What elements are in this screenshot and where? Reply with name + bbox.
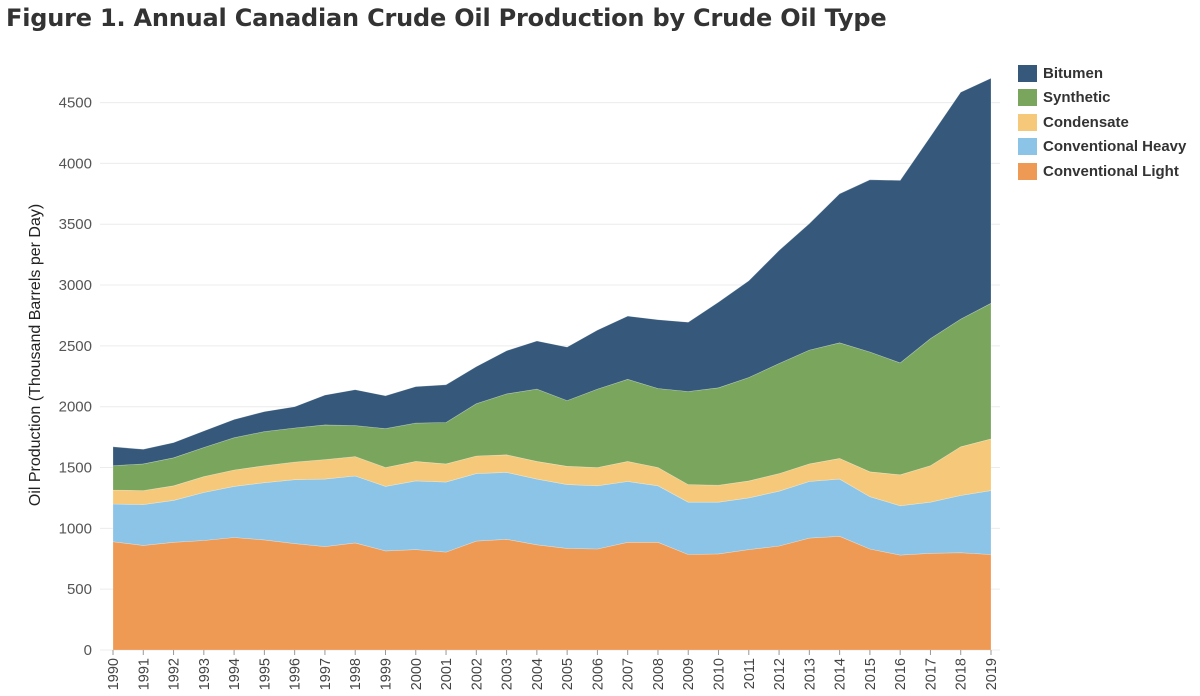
- x-tick-label: 1991: [136, 658, 152, 690]
- legend-item-bitumen: Bitumen: [1018, 61, 1186, 86]
- x-tick-label: 1993: [197, 658, 213, 690]
- legend-swatch: [1018, 162, 1037, 180]
- x-tick-label: 2019: [984, 658, 1000, 690]
- x-tick-label: 2004: [530, 658, 546, 690]
- y-tick-label: 2500: [59, 338, 92, 355]
- legend-swatch: [1018, 64, 1037, 82]
- stacked-areas: [112, 77, 992, 651]
- x-tick-label: 2008: [651, 658, 667, 690]
- legend: Bitumen Synthetic Condensate Conventional H…: [1018, 61, 1186, 184]
- x-tick-label: 1998: [348, 658, 364, 690]
- x-tick-label: 2002: [469, 658, 485, 690]
- legend-label: Condensate: [1043, 113, 1129, 131]
- legend-label: Conventional Light: [1043, 162, 1179, 180]
- y-axis-label: Oil Production (Thousand Barrels per Day…: [27, 204, 44, 506]
- x-axis-ticks: 1990 1991 1992 1993 1994 1995 1996 1997 1998 1999…: [106, 650, 1000, 690]
- legend-label: Bitumen: [1043, 64, 1103, 82]
- legend-label: Synthetic: [1043, 89, 1111, 107]
- legend-item-synthetic: Synthetic: [1018, 86, 1186, 111]
- x-tick-label: 1999: [378, 658, 394, 690]
- x-tick-label: 2007: [621, 658, 637, 690]
- x-tick-label: 2018: [954, 658, 970, 690]
- y-tick-label: 3500: [59, 216, 92, 233]
- y-tick-label: 1000: [59, 520, 92, 537]
- y-tick-label: 3000: [59, 277, 92, 294]
- x-tick-label: 2013: [802, 658, 818, 690]
- x-tick-label: 1992: [167, 658, 183, 690]
- x-tick-label: 2009: [681, 658, 697, 690]
- legend-swatch: [1018, 113, 1037, 131]
- legend-item-conventional-heavy: Conventional Heavy: [1018, 135, 1186, 160]
- chart-title: Figure 1. Annual Canadian Crude Oil Prod…: [6, 4, 887, 32]
- area-conventional-light: [112, 535, 992, 651]
- x-tick-label: 2012: [772, 658, 788, 690]
- x-tick-label: 2015: [863, 658, 879, 690]
- x-tick-label: 1996: [288, 658, 304, 690]
- x-tick-label: 2005: [560, 658, 576, 690]
- x-tick-label: 2017: [923, 658, 939, 690]
- legend-item-condensate: Condensate: [1018, 110, 1186, 135]
- y-tick-label: 4500: [59, 95, 92, 112]
- area-bitumen: [112, 77, 992, 467]
- legend-item-conventional-light: Conventional Light: [1018, 159, 1186, 184]
- legend-swatch: [1018, 89, 1037, 107]
- legend-label: Conventional Heavy: [1043, 138, 1187, 156]
- x-tick-label: 2000: [409, 658, 425, 690]
- y-tick-label: 1500: [59, 460, 92, 477]
- x-tick-label: 2011: [742, 658, 758, 689]
- x-tick-label: 2010: [712, 658, 728, 690]
- y-tick-label: 0: [84, 642, 92, 659]
- x-tick-label: 1995: [257, 658, 273, 690]
- x-tick-label: 2014: [833, 658, 849, 690]
- x-tick-label: 2016: [893, 658, 909, 690]
- x-tick-label: 1994: [227, 658, 243, 690]
- x-tick-label: 2001: [439, 658, 455, 690]
- x-tick-label: 1997: [318, 658, 334, 690]
- y-axis-ticks: 0 500 1000 1500 2000 2500 3000 3500 4000 4500: [59, 95, 92, 659]
- x-tick-label: 1990: [106, 658, 122, 690]
- legend-swatch: [1018, 138, 1037, 156]
- y-tick-label: 2000: [59, 399, 92, 416]
- x-tick-label: 2006: [590, 658, 606, 690]
- y-tick-label: 500: [67, 581, 92, 598]
- y-tick-label: 4000: [59, 155, 92, 172]
- x-tick-label: 2003: [500, 658, 516, 690]
